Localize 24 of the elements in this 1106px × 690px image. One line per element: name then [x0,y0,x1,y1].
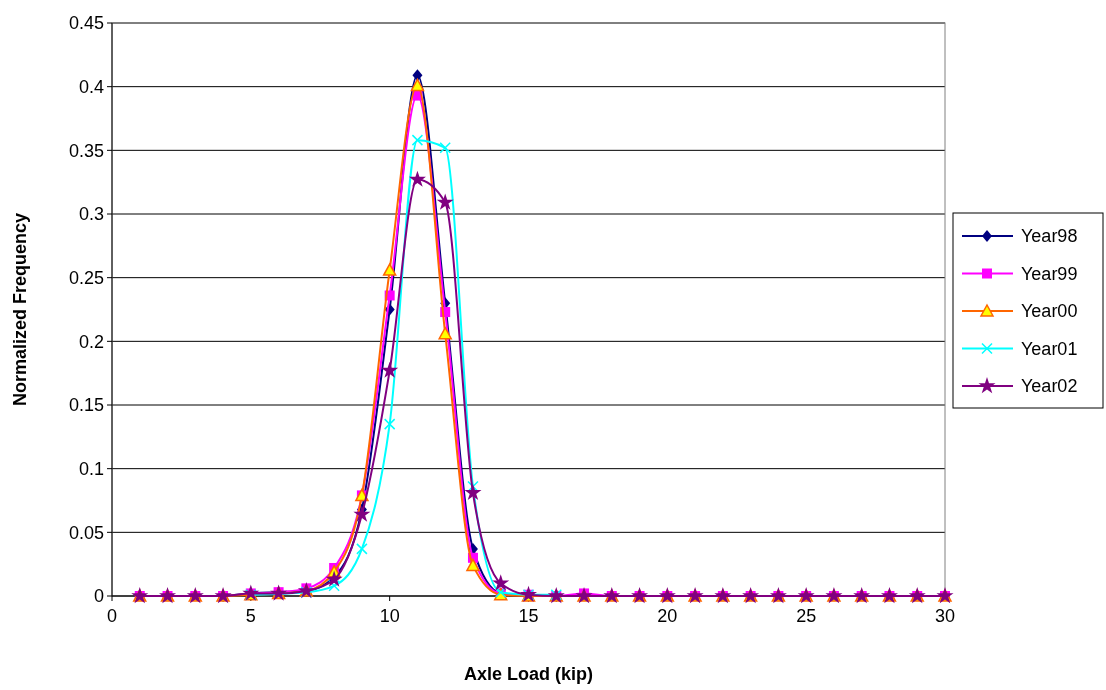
x-tick-label: 0 [106,606,118,626]
y-axis-title: Normalized Frequency [10,212,30,407]
x-tick-label: 20 [657,606,678,626]
y-tick-label: 0.4 [78,76,104,97]
x-tick-label: 10 [379,606,400,626]
x-tick-label: 30 [934,606,956,626]
legend-label: Year00 [1021,301,1078,322]
y-tick-label: 0.1 [78,458,104,479]
x-tick-label: 5 [245,606,256,626]
y-tick-label: 0.3 [78,204,104,225]
y-tick-label: 0 [93,586,104,607]
y-tick-label: 0.45 [68,13,104,34]
x-axis-title: Axle Load (kip) [463,664,594,684]
legend-label: Year01 [1021,338,1078,359]
x-tick-label: 15 [518,606,539,626]
y-tick-label: 0.05 [68,522,104,543]
y-tick-label: 0.15 [68,395,104,416]
y-tick-label: 0.35 [68,140,104,161]
legend-label: Year99 [1021,263,1078,284]
legend-label: Year02 [1021,376,1078,397]
y-tick-label: 0.25 [68,267,104,288]
x-tick-label: 25 [796,606,817,626]
legend-label: Year98 [1021,226,1078,247]
y-tick-label: 0.2 [78,331,104,352]
